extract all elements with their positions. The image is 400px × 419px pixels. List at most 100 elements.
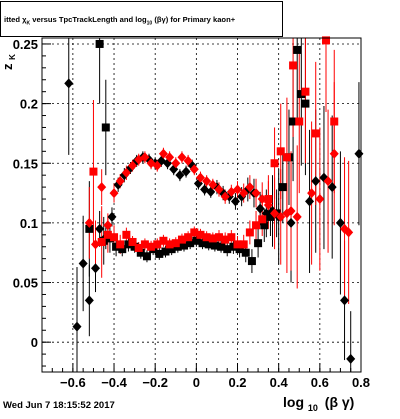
data-point-square	[196, 230, 205, 239]
data-point-square	[202, 233, 211, 242]
data-point-square	[276, 147, 285, 156]
data-point-diamond	[292, 211, 302, 222]
data-point-square	[118, 245, 127, 254]
data-point-square	[227, 233, 236, 242]
data-point-diamond	[84, 217, 94, 228]
data-point-square	[124, 240, 133, 249]
y-tick-label: 0.1	[20, 216, 38, 231]
data-point-diamond	[239, 188, 249, 199]
x-tick-label: 0.2	[228, 375, 246, 390]
plot-frame	[41, 37, 362, 373]
data-point-square	[301, 87, 310, 96]
data-point-square	[153, 240, 162, 249]
data-point-diamond	[255, 203, 265, 214]
error-bars	[68, 38, 360, 372]
data-point-diamond	[128, 160, 138, 171]
data-point-square	[322, 36, 331, 45]
y-axis-label-sub: K	[8, 54, 17, 60]
data-point-diamond	[107, 211, 117, 222]
data-point-square	[258, 215, 267, 224]
data-point-square	[282, 153, 291, 162]
title-box: itted χK versus TpcTrackLength and log10…	[0, 1, 283, 37]
data-point-diamond	[220, 191, 230, 202]
data-point-diamond	[109, 188, 119, 199]
data-point-square	[204, 240, 213, 249]
data-point-diamond	[214, 184, 224, 195]
data-point-diamond	[307, 188, 317, 199]
y-tick-label: 0.2	[20, 97, 38, 112]
data-point-square	[167, 245, 176, 254]
data-point-diamond	[171, 158, 181, 169]
data-point-square	[208, 234, 217, 243]
y-tick-label: 0.15	[13, 156, 38, 171]
data-point-square	[223, 245, 232, 254]
data-point-square	[101, 123, 110, 132]
data-point-diamond	[346, 353, 356, 364]
data-point-diamond	[263, 200, 273, 210]
data-point-square	[266, 212, 275, 221]
data-point-diamond	[344, 227, 354, 238]
x-tick-label: −0.6	[60, 375, 86, 390]
data-point-diamond	[270, 208, 280, 219]
data-point-diamond	[329, 148, 339, 159]
data-markers	[64, 36, 364, 364]
x-tick-label: −0.2	[142, 375, 168, 390]
data-point-diamond	[158, 148, 168, 159]
data-point-square	[247, 257, 256, 266]
data-point-diamond	[233, 184, 243, 195]
data-point-square	[260, 221, 269, 230]
data-point-square	[229, 242, 238, 251]
data-point-diamond	[311, 176, 321, 187]
title-chi: χ	[22, 15, 27, 24]
data-point-square	[161, 247, 170, 256]
x-tick-label: 0	[193, 375, 200, 390]
data-point-square	[270, 159, 279, 168]
data-point-square	[190, 228, 199, 237]
data-point-diamond	[245, 182, 255, 193]
data-point-diamond	[64, 78, 74, 89]
data-point-square	[192, 236, 201, 245]
data-point-square	[147, 242, 156, 251]
data-point-square	[245, 228, 254, 237]
data-point-diamond	[251, 188, 261, 199]
data-point-diamond	[327, 182, 337, 193]
data-point-square	[252, 221, 261, 230]
data-point-square	[214, 233, 223, 242]
data-point-diamond	[91, 239, 101, 250]
data-point-square	[110, 233, 119, 242]
data-point-square	[140, 240, 149, 249]
data-point-diamond	[183, 155, 193, 166]
data-point-diamond	[84, 295, 94, 306]
title-chi-sub: K	[26, 20, 31, 27]
data-point-diamond	[323, 176, 333, 187]
data-point-square	[254, 239, 263, 248]
y-tick-label: 0.05	[13, 276, 38, 291]
data-point-square	[235, 245, 244, 254]
data-point-diamond	[286, 205, 296, 216]
data-point-diamond	[230, 196, 240, 207]
data-point-diamond	[181, 166, 191, 177]
data-point-diamond	[175, 170, 185, 181]
data-point-square	[142, 252, 151, 261]
data-point-square	[155, 249, 164, 258]
data-point-square	[217, 242, 226, 251]
data-point-diamond	[115, 176, 125, 187]
data-point-diamond	[152, 160, 162, 171]
data-point-diamond	[121, 167, 131, 178]
y-axis-label-base: z	[0, 63, 15, 70]
data-point-diamond	[72, 321, 82, 332]
data-point-square	[85, 224, 94, 233]
data-point-square	[130, 242, 139, 251]
data-point-square	[112, 242, 121, 251]
data-point-diamond	[305, 196, 315, 207]
data-point-diamond	[354, 148, 364, 159]
data-point-square	[210, 241, 219, 250]
x-tick-label: 0.8	[352, 375, 370, 390]
data-point-diamond	[91, 263, 101, 274]
data-point-diamond	[97, 182, 107, 193]
data-point-square	[103, 230, 112, 239]
y-tick-label: 0	[31, 335, 38, 350]
x-tick-label: 0.4	[270, 375, 289, 390]
data-point-square	[159, 236, 168, 245]
